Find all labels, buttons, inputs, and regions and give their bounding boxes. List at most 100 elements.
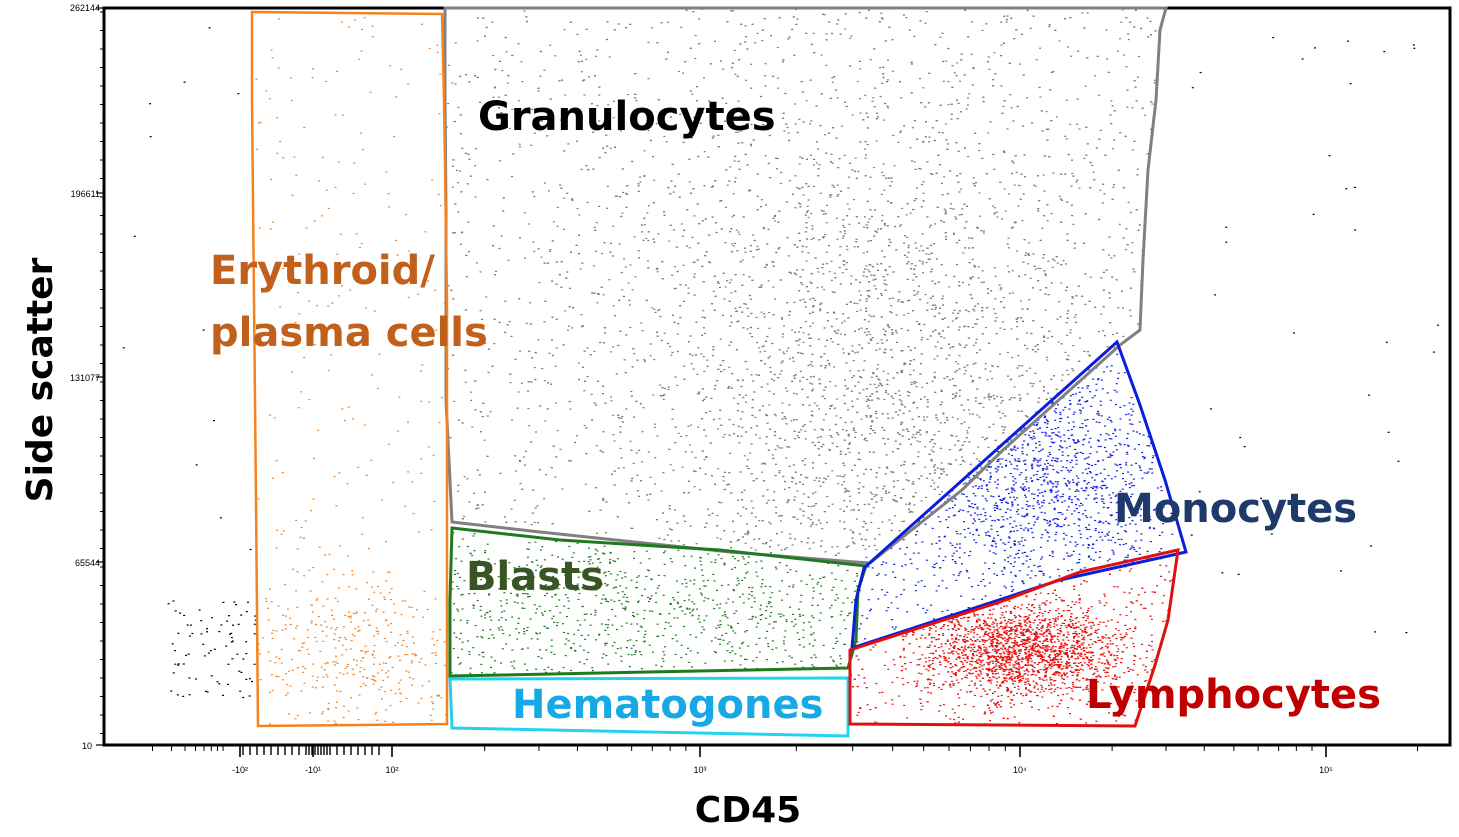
event-dot bbox=[928, 473, 931, 475]
event-dot bbox=[741, 426, 744, 429]
event-dot bbox=[628, 299, 631, 301]
event-dot bbox=[722, 272, 725, 274]
event-dot bbox=[595, 404, 597, 406]
event-dot bbox=[763, 350, 766, 352]
event-dot bbox=[801, 157, 804, 159]
event-dot bbox=[972, 183, 975, 185]
event-dot bbox=[672, 229, 675, 231]
event-dot bbox=[781, 333, 784, 335]
event-dot bbox=[856, 351, 859, 353]
event-dot bbox=[1047, 260, 1050, 262]
event-dot bbox=[822, 263, 825, 265]
event-dot bbox=[865, 400, 868, 402]
event-dot bbox=[812, 322, 814, 324]
event-dot bbox=[667, 21, 670, 23]
event-dot bbox=[926, 309, 929, 311]
event-dot bbox=[1003, 100, 1006, 102]
event-dot bbox=[943, 377, 946, 379]
event-dot bbox=[706, 365, 709, 367]
event-dot bbox=[1129, 287, 1132, 289]
event-dot bbox=[900, 327, 903, 330]
event-dot bbox=[820, 209, 823, 212]
event-dot bbox=[859, 459, 861, 461]
event-dot bbox=[824, 365, 827, 367]
event-dot bbox=[950, 434, 953, 436]
event-dot bbox=[848, 176, 851, 178]
event-dot bbox=[835, 318, 838, 320]
event-dot bbox=[764, 85, 767, 87]
event-dot bbox=[694, 470, 697, 473]
event-dot bbox=[897, 141, 900, 143]
event-dot bbox=[792, 477, 795, 479]
event-dot bbox=[886, 105, 889, 107]
event-dot bbox=[766, 422, 769, 424]
event-dot bbox=[755, 425, 758, 427]
event-dot bbox=[863, 503, 866, 506]
event-dot bbox=[676, 270, 679, 273]
event-dot bbox=[847, 387, 850, 389]
event-dot bbox=[793, 54, 796, 56]
event-dot bbox=[726, 280, 729, 282]
event-dot bbox=[931, 295, 934, 297]
event-dot bbox=[1025, 370, 1028, 372]
event-dot bbox=[769, 539, 772, 542]
event-dot bbox=[1099, 189, 1102, 191]
event-dot bbox=[554, 55, 557, 57]
event-dot bbox=[730, 228, 733, 230]
event-dot bbox=[960, 404, 963, 406]
event-dot bbox=[452, 354, 455, 356]
event-dot bbox=[780, 171, 783, 174]
event-dot bbox=[548, 250, 551, 252]
event-dot bbox=[807, 185, 810, 187]
event-dot bbox=[754, 549, 757, 551]
event-dot bbox=[854, 330, 856, 332]
event-dot bbox=[1066, 313, 1069, 315]
event-dot bbox=[975, 342, 977, 344]
event-dot bbox=[1011, 226, 1014, 228]
event-dot bbox=[599, 509, 602, 511]
event-dot bbox=[880, 263, 883, 265]
event-dot bbox=[986, 307, 989, 309]
event-dot bbox=[1150, 101, 1153, 103]
event-dot bbox=[736, 540, 739, 542]
event-dot bbox=[537, 248, 540, 250]
event-dot bbox=[922, 272, 924, 274]
event-dot bbox=[703, 398, 706, 400]
event-dot bbox=[883, 485, 886, 487]
event-dot bbox=[1136, 168, 1139, 170]
event-dot bbox=[1014, 221, 1017, 223]
event-dot bbox=[908, 299, 911, 301]
event-dot bbox=[1069, 329, 1072, 331]
event-dot bbox=[1066, 317, 1069, 319]
event-dot bbox=[723, 488, 726, 491]
event-dot bbox=[733, 397, 735, 399]
event-dot bbox=[666, 342, 669, 345]
event-dot bbox=[681, 466, 684, 468]
event-dot bbox=[656, 271, 659, 273]
event-dot bbox=[802, 404, 805, 406]
event-dot bbox=[992, 423, 995, 425]
event-dot bbox=[1035, 59, 1038, 61]
event-dot bbox=[550, 467, 553, 469]
event-dot bbox=[693, 273, 696, 275]
event-dot bbox=[703, 151, 706, 153]
event-dot bbox=[688, 181, 691, 183]
event-dot bbox=[712, 349, 715, 351]
event-dot bbox=[532, 241, 535, 243]
event-dot bbox=[775, 251, 778, 254]
event-dot bbox=[857, 488, 860, 490]
event-dot bbox=[647, 231, 650, 233]
event-dot bbox=[887, 79, 889, 81]
event-dot bbox=[1075, 314, 1077, 316]
event-dot bbox=[461, 147, 464, 149]
event-dot bbox=[903, 520, 906, 522]
event-dot bbox=[845, 430, 848, 432]
event-dot bbox=[531, 191, 534, 193]
event-dot bbox=[739, 115, 742, 117]
event-dot bbox=[642, 407, 645, 409]
event-dot bbox=[752, 480, 755, 482]
event-dot bbox=[1102, 271, 1105, 273]
event-dot bbox=[799, 203, 802, 205]
event-dot bbox=[865, 388, 868, 390]
event-dot bbox=[829, 196, 832, 198]
